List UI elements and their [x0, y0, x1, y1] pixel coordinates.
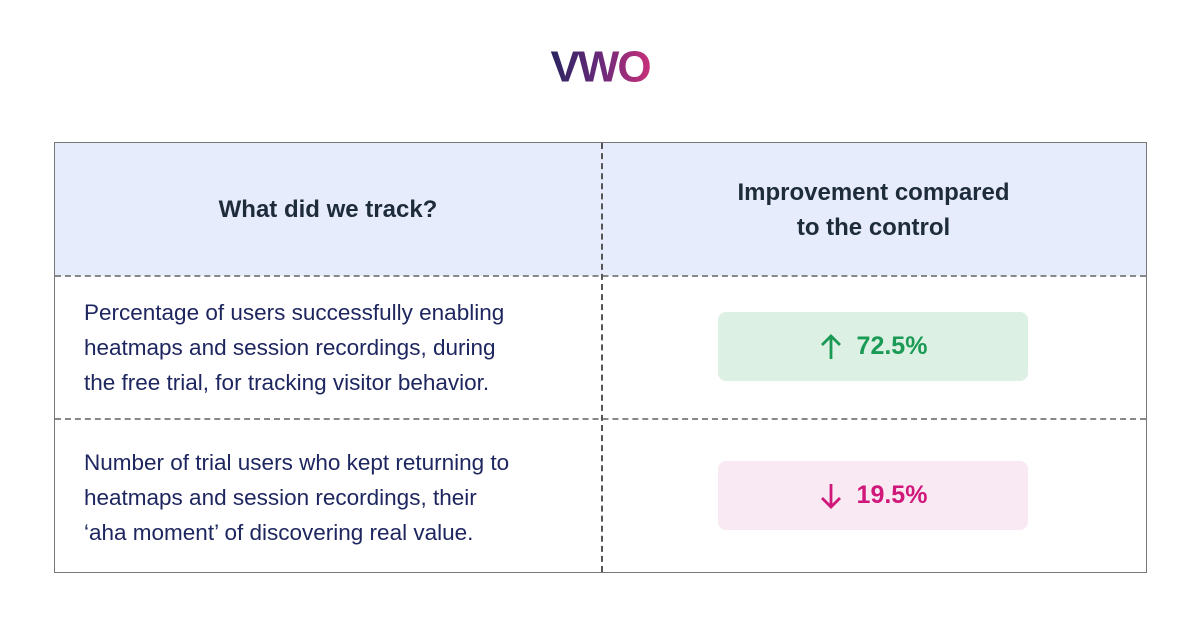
- change-value: 72.5%: [856, 332, 928, 360]
- metric-text: heatmaps and session recordings, their: [84, 485, 477, 510]
- header-cell: What did we track?: [55, 192, 601, 227]
- header-cell: Improvement compared to the control: [601, 175, 1146, 245]
- logo-text: VWO: [550, 43, 650, 92]
- metric-text: Number of trial users who kept returning…: [84, 450, 510, 475]
- arrow-up: [820, 333, 841, 359]
- change-value: 19.5%: [856, 481, 928, 509]
- metric-cell: Number of trial users who kept returning…: [84, 445, 584, 550]
- metric-text: ‘aha moment’ of discovering real value.: [84, 520, 474, 545]
- header-row: [55, 143, 1146, 276]
- arrow-down: [820, 483, 841, 509]
- column-divider: [601, 143, 603, 572]
- metric-cell: Percentage of users successfully enablin…: [84, 295, 584, 400]
- header-text: to the control: [796, 214, 951, 241]
- change-badge: 19.5%: [718, 461, 1028, 530]
- metric-text: Percentage of users successfully enablin…: [84, 300, 505, 325]
- metric-text: the free trial, for tracking visitor beh…: [84, 370, 490, 395]
- header-text: Improvement compared: [737, 179, 1010, 206]
- change-badge: 72.5%: [718, 312, 1028, 381]
- table: What did we track? Improvement compared …: [54, 142, 1147, 573]
- header-text: What did we track?: [218, 196, 438, 223]
- row-divider: [55, 275, 1146, 277]
- metric-text: heatmaps and session recordings, during: [84, 335, 496, 360]
- row-divider: [55, 418, 1146, 420]
- logo: VWO: [550, 43, 652, 92]
